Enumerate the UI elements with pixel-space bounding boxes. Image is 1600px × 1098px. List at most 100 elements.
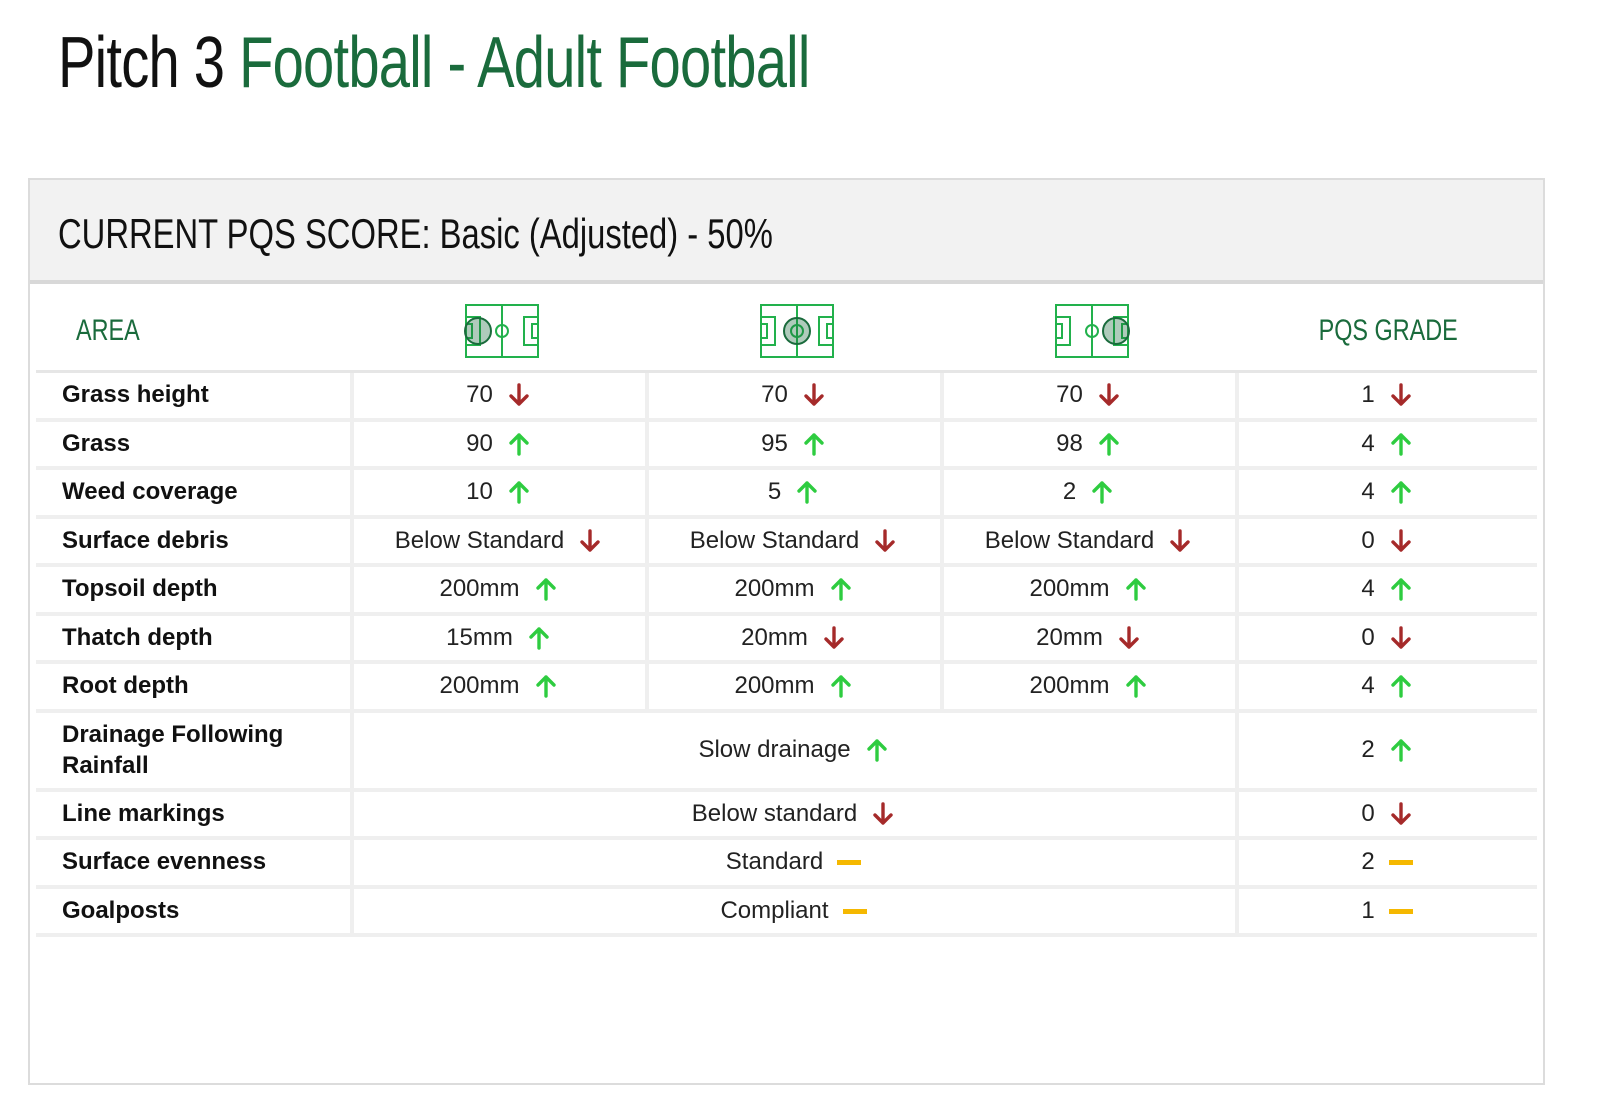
arrow-down-icon — [1389, 383, 1415, 407]
arrow-up-icon — [527, 626, 553, 650]
pqs-table: AREA PQS GRADE Grass height 70 70 70 1 Grass 9… — [36, 291, 1537, 937]
arrow-down-icon — [1389, 529, 1415, 553]
grade-cell: 4 — [1239, 664, 1537, 713]
cell-value: 0 — [1361, 799, 1375, 827]
grade-cell: 4 — [1239, 470, 1537, 519]
pitch-value-cell: 200mm — [944, 664, 1239, 713]
pitch-value-cell: 200mm — [649, 664, 944, 713]
cell-value: 0 — [1361, 623, 1375, 651]
row-label: Surface debris — [36, 518, 354, 567]
cell-value: 1 — [1361, 381, 1375, 409]
pitch-value-cell: Below Standard — [944, 518, 1239, 567]
cell-value: 0 — [1361, 526, 1375, 554]
arrow-up-icon — [1389, 432, 1415, 456]
cell-value: 5 — [767, 478, 782, 506]
grade-cell: 2 — [1239, 713, 1537, 792]
arrow-up-icon — [829, 577, 855, 601]
cell-value: Below Standard — [689, 526, 860, 554]
card-header: CURRENT PQS SCORE: Basic (Adjusted) - 50… — [30, 180, 1543, 284]
arrow-up-icon — [534, 577, 560, 601]
cell-value: 20mm — [741, 623, 808, 651]
arrow-up-icon — [534, 674, 560, 698]
grade-cell: 0 — [1239, 519, 1537, 567]
cell-value: 200mm — [439, 575, 520, 603]
arrow-down-icon — [822, 626, 848, 650]
page-title-prefix: Pitch 3 — [58, 23, 225, 103]
row-label: Weed coverage — [36, 470, 354, 519]
pitch-value-cell: 15mm — [354, 615, 649, 664]
row-label: Line markings — [36, 791, 354, 840]
header-grade: PQS GRADE — [1239, 291, 1537, 373]
arrow-down-icon — [1117, 626, 1143, 650]
arrow-up-icon — [1389, 674, 1415, 698]
pitch-value-cell: 10 — [354, 470, 649, 519]
pitch-value-cell: 200mm — [944, 567, 1239, 616]
cell-value: Below standard — [691, 799, 858, 827]
arrow-up-icon — [1389, 577, 1415, 601]
cell-value: 2 — [1062, 478, 1077, 506]
cell-value: 4 — [1361, 478, 1375, 506]
header-pitch-left — [354, 291, 649, 373]
pitch-center-icon — [759, 303, 835, 359]
arrow-up-icon — [1389, 738, 1415, 762]
cell-value: 15mm — [446, 623, 513, 651]
pitch-end-left-icon — [463, 303, 540, 359]
pitch-value-cell: 90 — [354, 421, 649, 470]
grade-cell: 0 — [1239, 616, 1537, 664]
row-label: Topsoil depth — [36, 567, 354, 616]
grade-cell: 1 — [1239, 373, 1537, 422]
cell-value: 20mm — [1036, 623, 1103, 651]
pitch-value-cell: 200mm — [649, 567, 944, 616]
arrow-up-icon — [1090, 480, 1116, 504]
cell-value: 4 — [1361, 429, 1375, 457]
row-label: Drainage Following Rainfall — [36, 712, 354, 792]
arrow-up-icon — [865, 738, 891, 762]
pitch-value-cell: 200mm — [354, 567, 649, 616]
pitch-value-cell: Below Standard — [354, 518, 649, 567]
pitch-value-cell: 20mm — [649, 615, 944, 664]
merged-value-cell: Standard — [354, 840, 1239, 889]
page-title: Pitch 3 Football - Adult Football — [58, 22, 810, 104]
row-label: Goalposts — [36, 888, 354, 937]
pitch-value-cell: 5 — [649, 470, 944, 519]
grade-cell: 4 — [1239, 567, 1537, 616]
arrow-down-icon — [1389, 802, 1415, 826]
cell-value: 200mm — [439, 672, 520, 700]
arrow-up-icon — [1124, 577, 1150, 601]
merged-value-cell: Compliant — [354, 888, 1239, 937]
arrow-up-icon — [1389, 480, 1415, 504]
cell-value: Standard — [725, 848, 824, 876]
cell-value: 200mm — [1029, 672, 1110, 700]
cell-value: 10 — [466, 478, 493, 506]
arrow-up-icon — [507, 480, 533, 504]
arrow-down-icon — [1097, 383, 1123, 407]
cell-value: 90 — [466, 429, 493, 457]
header-area-label: AREA — [76, 313, 140, 347]
cell-value: 98 — [1056, 429, 1083, 457]
grade-cell: 2 — [1239, 840, 1537, 889]
cell-value: 200mm — [1029, 575, 1110, 603]
header-area: AREA — [36, 291, 354, 373]
cell-value: 200mm — [734, 575, 815, 603]
row-label: Root depth — [36, 664, 354, 713]
arrow-down-icon — [871, 802, 897, 826]
pitch-value-cell: 2 — [944, 470, 1239, 519]
row-label: Grass height — [36, 373, 354, 422]
pitch-value-cell: 20mm — [944, 615, 1239, 664]
row-label: Surface evenness — [36, 840, 354, 889]
cell-value: Below Standard — [394, 526, 565, 554]
pitch-value-cell: 95 — [649, 421, 944, 470]
neutral-dash-icon — [837, 850, 863, 874]
grade-cell: 0 — [1239, 792, 1537, 840]
pitch-value-cell: Below Standard — [649, 518, 944, 567]
cell-value: Slow drainage — [698, 736, 851, 763]
header-pitch-right — [944, 291, 1239, 373]
cell-value: 95 — [761, 429, 788, 457]
grade-cell: 1 — [1239, 889, 1537, 937]
arrow-up-icon — [1124, 674, 1150, 698]
arrow-down-icon — [1168, 529, 1194, 553]
neutral-dash-icon — [1388, 899, 1415, 923]
arrow-up-icon — [829, 674, 855, 698]
arrow-up-icon — [795, 480, 821, 504]
arrow-down-icon — [507, 383, 533, 407]
